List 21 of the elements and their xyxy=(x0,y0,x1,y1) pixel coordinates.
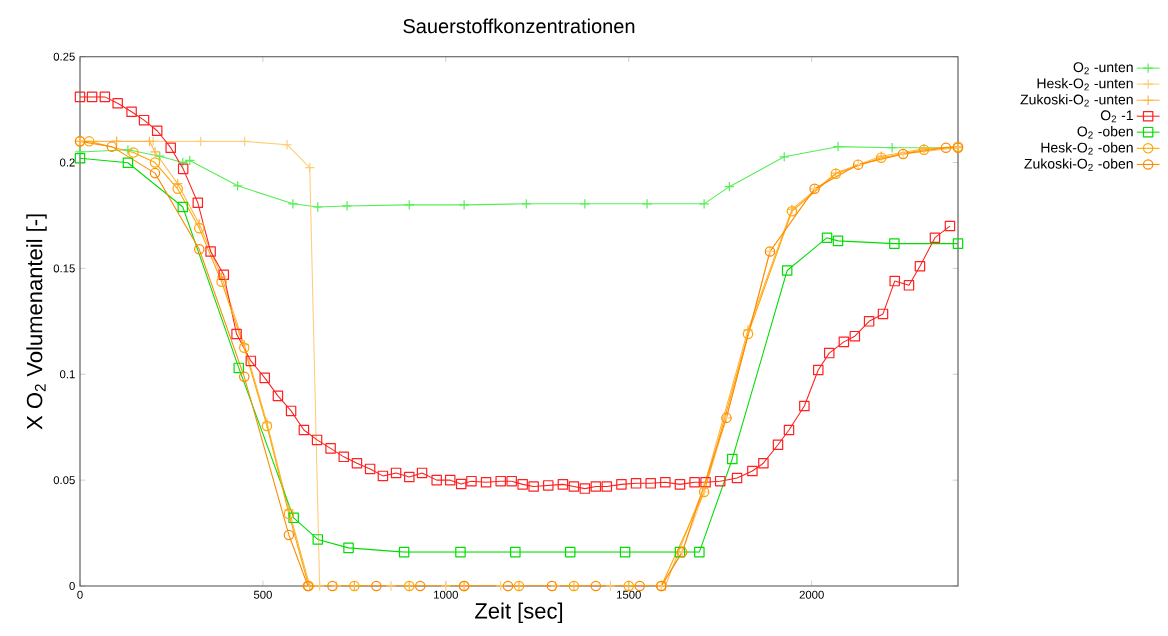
y-tick-label: 0.1 xyxy=(59,370,75,379)
chart-title: Sauerstoffkonzentrationen xyxy=(403,18,635,34)
legend-label: Zukoski-O$_{2}$ -oben xyxy=(1024,158,1133,171)
x-tick-label: 500 xyxy=(253,590,272,599)
y-tick-label: 0 xyxy=(69,582,75,591)
x-tick-label: 1500 xyxy=(617,590,641,599)
legend-label: O$_{2}$ -oben xyxy=(1077,126,1133,139)
y-axis-title: X O$_{2}$ Volumenanteil [-] xyxy=(26,214,47,430)
y-tick-label: 0.2 xyxy=(59,158,75,167)
y-tick-label: 0.05 xyxy=(53,476,75,485)
x-tick-label: 2000 xyxy=(799,590,824,599)
x-tick-label: 1000 xyxy=(434,590,458,599)
y-tick-label: 0.25 xyxy=(53,52,75,61)
y-tick-label: 0.15 xyxy=(53,264,75,273)
legend-label: O$_{2}$ -1 xyxy=(1100,110,1133,123)
legend-label: O$_{2}$ -unten xyxy=(1073,62,1133,75)
x-axis-title: Zeit [sec] xyxy=(475,602,563,624)
legend-label: Hesk-O$_{2}$ -oben xyxy=(1041,142,1133,155)
legend-label: Zukoski-O$_{2}$ -unten xyxy=(1020,94,1133,107)
x-tick-label: 0 xyxy=(77,590,83,599)
legend-label: Hesk-O$_{2}$ -unten xyxy=(1037,78,1133,91)
